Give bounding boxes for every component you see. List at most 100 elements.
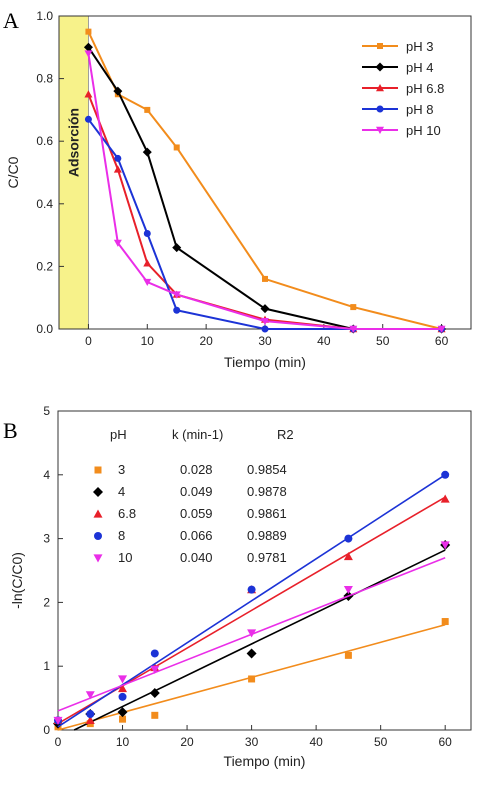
x-tick-label: 0: [85, 334, 92, 348]
data-point: [118, 684, 128, 693]
table-cell-r2: 0.9781: [247, 550, 287, 565]
adsorption-band: [58, 15, 89, 330]
table-cell-r2: 0.9854: [247, 462, 287, 477]
table-cell-k: 0.066: [180, 528, 213, 543]
plot-frame: [57, 410, 472, 731]
data-point: [142, 147, 152, 157]
data-point: [344, 651, 352, 659]
table-marker: [94, 532, 102, 540]
data-point: [260, 304, 270, 314]
legend-marker: [376, 105, 384, 113]
x-axis-label: Tiempo (min): [224, 354, 306, 370]
data-point: [113, 239, 122, 247]
x-tick-label: 0: [55, 735, 62, 749]
data-point: [248, 675, 256, 683]
x-tick-label: 50: [374, 735, 388, 749]
table-cell-ph: 3: [118, 462, 125, 477]
data-point: [84, 115, 92, 123]
chart-b: B 0 10 20 30 40 50 60 0 1 2 3 4 5 Tiempo (min) -ln(C/C…: [3, 404, 472, 769]
table-cell-r2: 0.9878: [247, 484, 287, 499]
y-axis-label: C/C0: [5, 156, 21, 188]
data-point: [85, 715, 95, 725]
data-point: [437, 325, 446, 333]
data-point: [150, 649, 159, 658]
chart-a-plot: Adsorción 0 10 20 30 40 50 60 0.0 0.2 0.4 0.6 0.8 1.0…: [5, 9, 472, 370]
data-point: [149, 687, 160, 698]
table-cell-ph: 8: [118, 528, 125, 543]
data-point: [262, 275, 268, 282]
x-tick-label: 20: [199, 334, 213, 348]
series-line: [87, 31, 442, 330]
y-axis-label: -ln(C/C0): [9, 552, 25, 609]
data-point: [247, 629, 257, 638]
data-point: [350, 304, 357, 311]
data-point: [246, 648, 257, 659]
legend-marker: [376, 126, 384, 134]
data-point: [151, 711, 159, 719]
data-point: [247, 585, 256, 594]
x-tick-label: 60: [435, 334, 449, 348]
data-point: [119, 715, 127, 723]
chart-a: A Adsorción 0 10 20 30 40 50 60 0.0 0.2 0.4 0.6 0.8 1…: [3, 8, 472, 370]
legend-marker: [377, 43, 383, 49]
data-point: [143, 230, 151, 238]
data-point: [53, 716, 63, 725]
data-point: [343, 586, 353, 595]
data-point: [441, 618, 449, 626]
table-cell-r2: 0.9889: [247, 528, 287, 543]
adsorption-label: Adsorción: [66, 108, 82, 177]
table-cell-k: 0.028: [180, 462, 213, 477]
table-cell-k: 0.040: [180, 550, 213, 565]
y-tick-label: 5: [43, 404, 50, 418]
y-tick-label: 1.0: [36, 9, 53, 23]
fit-line: [73, 549, 446, 731]
data-point: [83, 42, 93, 52]
y-tick-label: 0.6: [36, 134, 53, 148]
legend-entry: pH 8: [406, 102, 433, 117]
series-line: [87, 53, 442, 330]
table-cell-k: 0.049: [180, 484, 213, 499]
x-tick-label: 40: [317, 334, 331, 348]
table-cell-k: 0.059: [180, 506, 213, 521]
y-tick-label: 0: [43, 723, 50, 737]
data-point: [118, 692, 127, 701]
panel-label-a: A: [3, 8, 19, 33]
table-cell-ph: 10: [118, 550, 132, 565]
data-point: [117, 707, 128, 718]
table-marker: [93, 554, 103, 563]
data-point: [143, 259, 152, 267]
data-point: [85, 691, 95, 700]
data-point: [143, 278, 152, 287]
data-point: [344, 534, 353, 543]
data-point: [172, 243, 182, 253]
data-point: [349, 325, 358, 333]
y-tick-label: 0.2: [36, 259, 53, 273]
data-point: [144, 106, 151, 113]
y-tick-label: 4: [43, 468, 50, 482]
table-cell-ph: 4: [118, 484, 125, 499]
x-tick-label: 60: [439, 735, 453, 749]
legend-marker: [375, 62, 385, 72]
y-tick-label: 0.8: [36, 72, 53, 86]
legend-entry: pH 3: [406, 39, 433, 54]
data-point: [84, 50, 93, 58]
legend-entry: pH 10: [406, 123, 441, 138]
data-point: [113, 86, 123, 96]
table-header-ph: pH: [110, 427, 127, 442]
x-tick-label: 30: [258, 334, 272, 348]
table-marker: [93, 487, 103, 497]
x-axis-label: Tiempo (min): [224, 753, 306, 769]
data-point: [440, 541, 450, 550]
table-cell-r2: 0.9861: [247, 506, 287, 521]
legend-marker: [376, 84, 384, 92]
panel-label-b: B: [3, 418, 18, 443]
x-tick-label: 50: [376, 334, 390, 348]
x-tick-label: 30: [245, 735, 259, 749]
data-point: [441, 470, 450, 479]
y-tick-label: 0.4: [36, 197, 53, 211]
data-point: [172, 291, 181, 299]
series-line: [87, 118, 442, 330]
data-point: [261, 317, 269, 326]
data-point: [343, 551, 353, 561]
data-point: [113, 165, 122, 173]
